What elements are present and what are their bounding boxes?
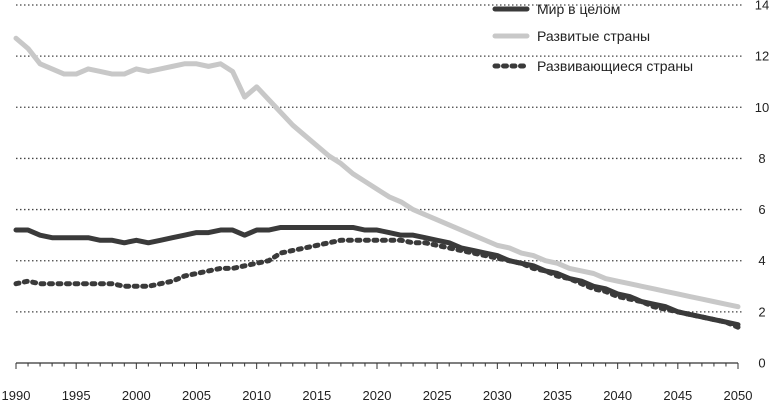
y-tick-label: 14 — [755, 0, 769, 13]
series-line-0 — [13, 224, 741, 328]
y-tick-label: 10 — [755, 100, 769, 115]
x-tick-label: 1990 — [2, 388, 31, 403]
x-tick-label: 2015 — [302, 388, 331, 403]
legend-label: Развитые страны — [537, 28, 650, 44]
x-tick-label: 2010 — [242, 388, 271, 403]
x-tick-label: 2050 — [724, 388, 753, 403]
x-tick-label: 2000 — [122, 388, 151, 403]
grid — [16, 4, 742, 313]
legend-label: Развивающиеся страны — [537, 58, 693, 74]
series-line-1 — [13, 35, 741, 310]
y-tick-label: 0 — [758, 356, 765, 371]
x-tick-label: 2035 — [543, 388, 572, 403]
x-tick-label: 2025 — [423, 388, 452, 403]
legend-label: Мир в целом — [537, 1, 620, 17]
y-tick-label: 2 — [758, 304, 765, 319]
y-tick-label: 12 — [755, 49, 769, 64]
x-tick-label: 2005 — [182, 388, 211, 403]
series-lines — [13, 35, 741, 330]
y-tick-label: 8 — [758, 151, 765, 166]
y-tick-label: 6 — [758, 202, 765, 217]
legend: Мир в целом Развитые страны Развивающиеся … — [492, 1, 693, 74]
x-tick-label: 2040 — [603, 388, 632, 403]
x-tick-label: 2020 — [363, 388, 392, 403]
x-tick-label: 2045 — [663, 388, 692, 403]
x-tick-label: 1995 — [62, 388, 91, 403]
series-line-2 — [13, 237, 741, 330]
y-tick-label: 4 — [758, 253, 765, 268]
x-tick-label: 2030 — [483, 388, 512, 403]
